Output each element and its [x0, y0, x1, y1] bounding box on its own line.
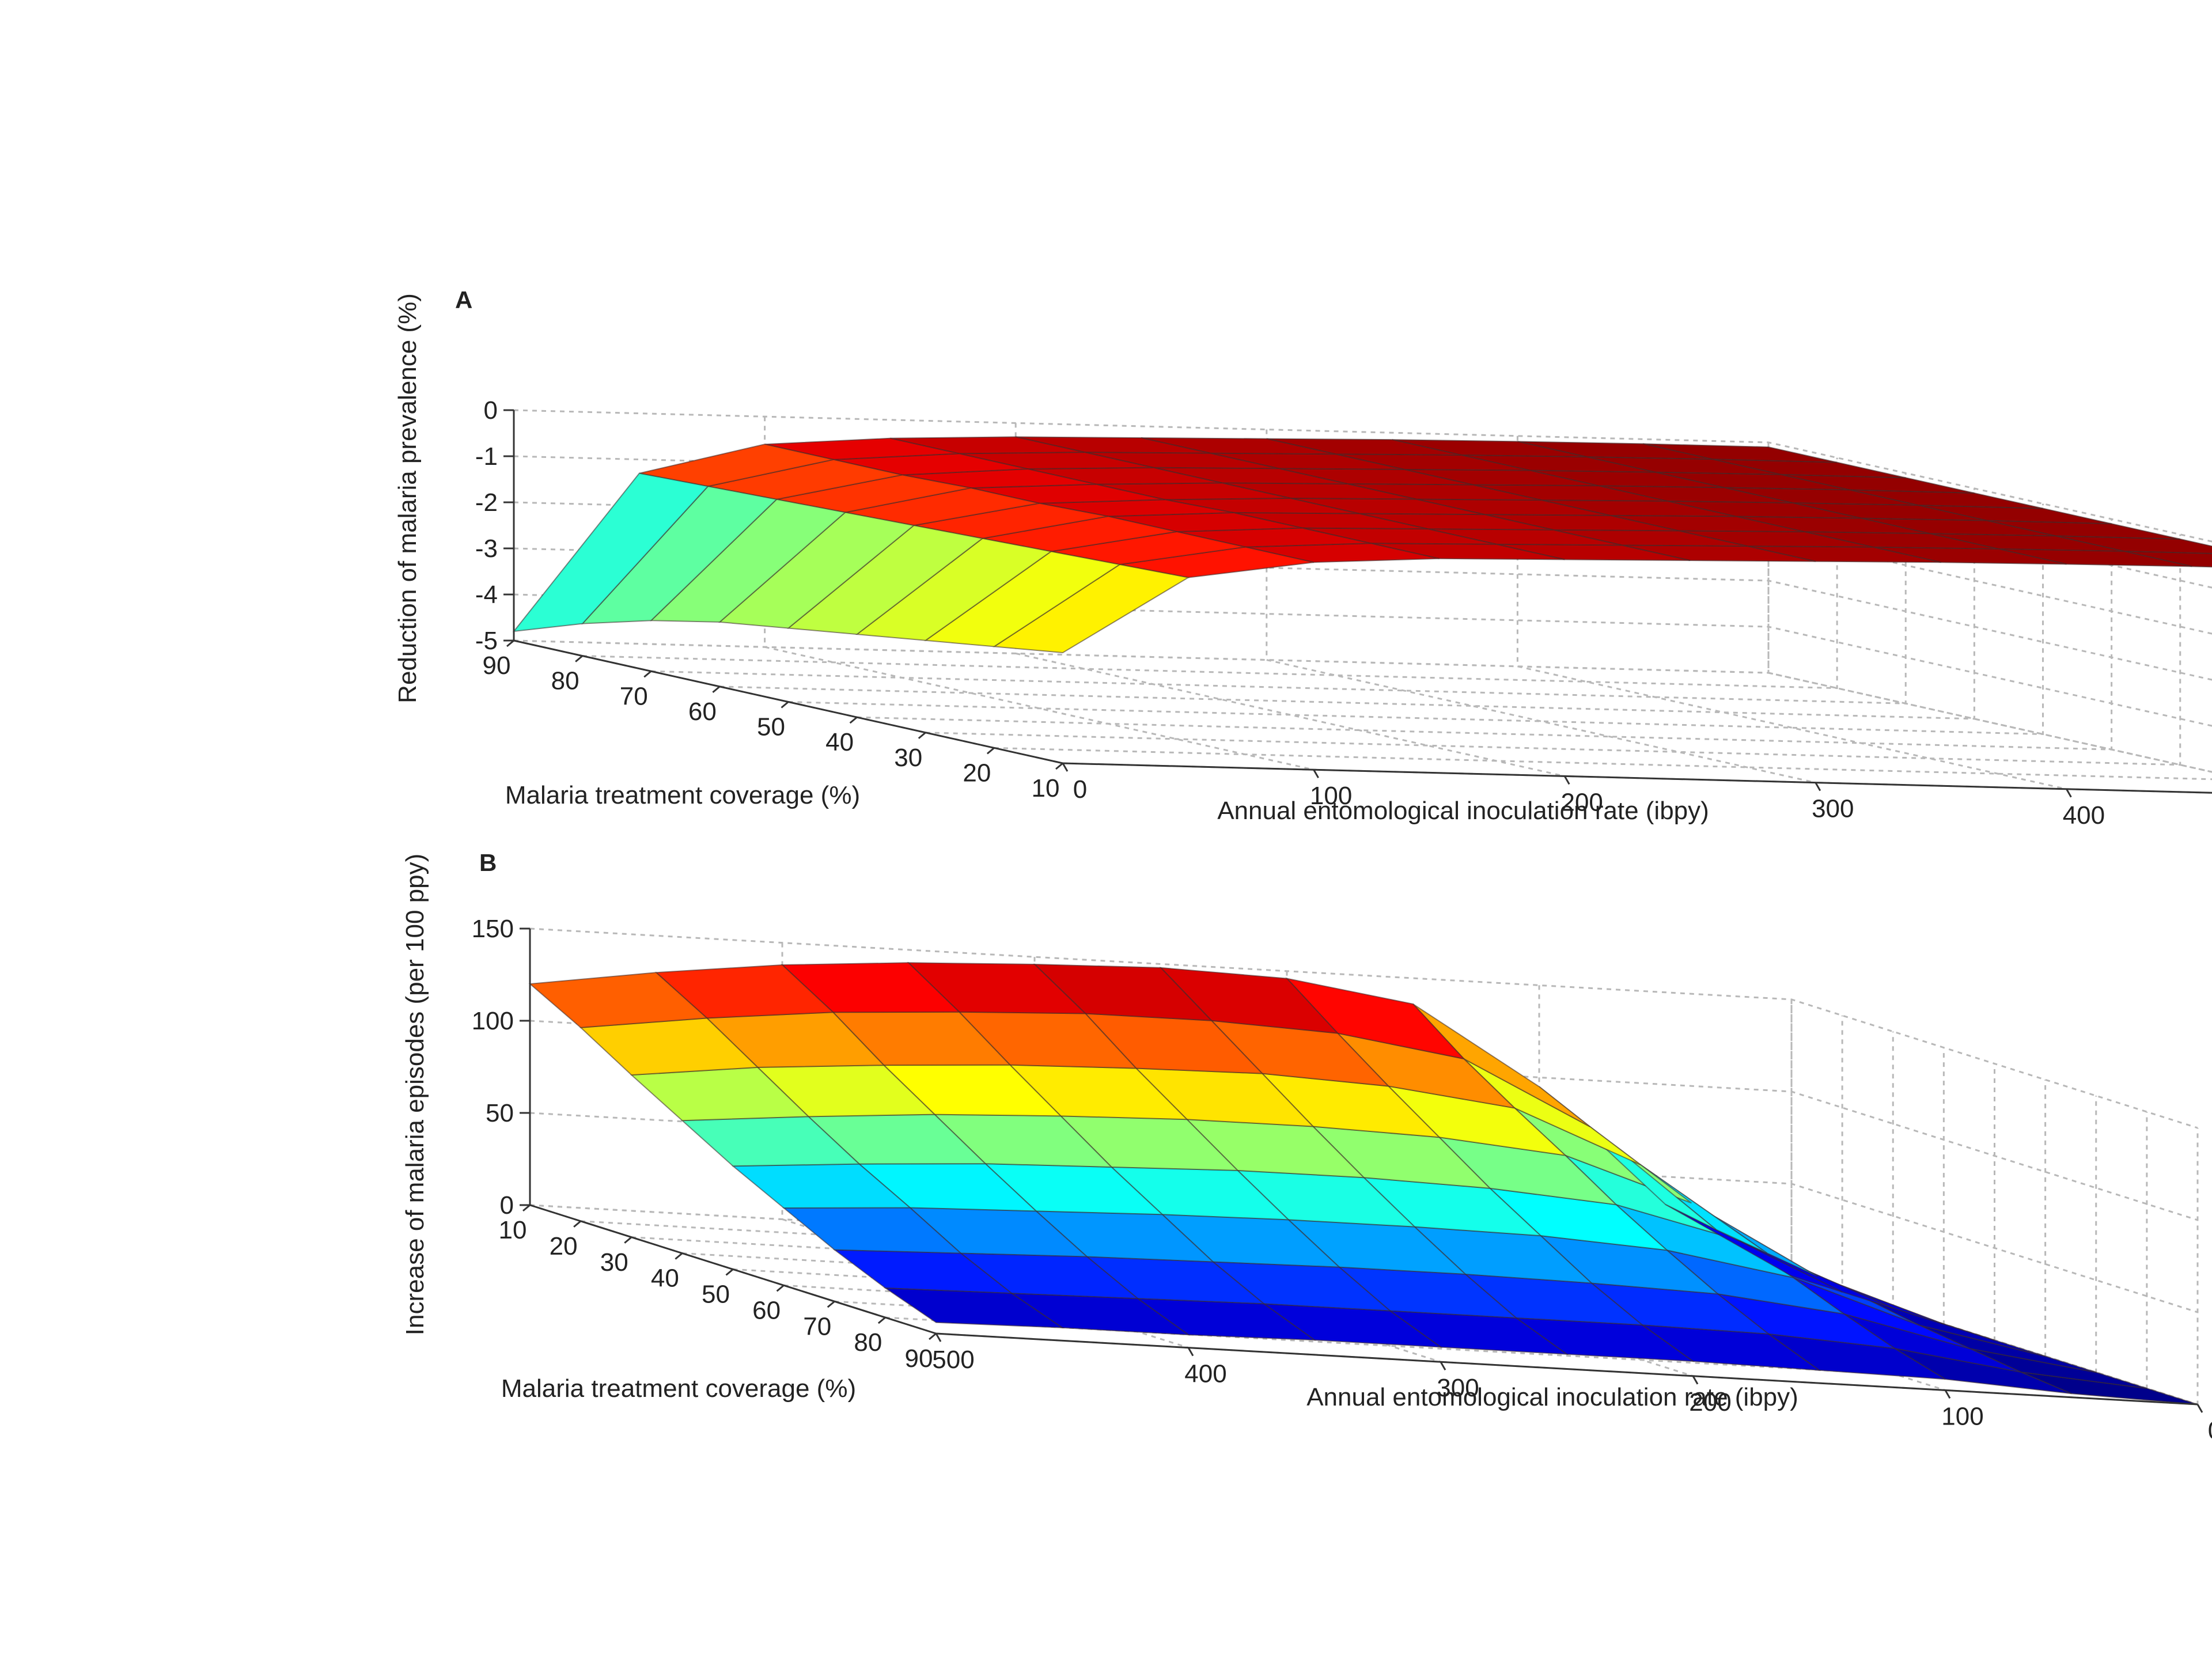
y-tick-mark	[2066, 789, 2072, 798]
z-tick-label: 0	[484, 396, 498, 425]
x-tick-mark	[712, 685, 721, 694]
panel-b-axes: 1020304050607080905004003002001000150100…	[472, 915, 2212, 1445]
x-tick-mark	[776, 1285, 785, 1292]
x-tick-mark	[675, 1252, 683, 1260]
z-tick-label: 100	[472, 1007, 514, 1035]
x-tick-mark	[506, 639, 514, 647]
gridline-z	[513, 639, 2212, 773]
y-tick-label: 500	[932, 1346, 974, 1374]
y-tick-mark	[1440, 1361, 1446, 1370]
panel-a: 90807060504030201001002003004005000-1-2-…	[393, 286, 2212, 830]
y-tick-mark	[1062, 763, 1069, 772]
y-tick-mark	[1563, 775, 1570, 785]
x-tick-mark	[849, 716, 858, 724]
x-tick-label: 40	[825, 728, 854, 756]
y-tick-label: 200	[1689, 1388, 1731, 1416]
z-tick-label: -2	[475, 488, 498, 517]
gridline-u	[788, 503, 2044, 736]
y-axis-line	[935, 1332, 2198, 1406]
x-tick-label: 10	[1032, 774, 1060, 802]
x-tick-mark	[877, 1316, 886, 1324]
panel-b: 1020304050607080905004003002001000150100…	[401, 849, 2212, 1445]
x-tick-label: 70	[620, 682, 648, 710]
panel-b-x-axis-title: Malaria treatment coverage (%)	[501, 1374, 856, 1403]
x-tick-mark	[929, 1332, 937, 1340]
x-tick-mark	[827, 1301, 835, 1308]
gridline-z	[529, 927, 2198, 1129]
x-tick-mark	[643, 671, 652, 678]
x-tick-mark	[781, 701, 789, 709]
x-tick-label: 30	[894, 744, 922, 772]
x-tick-label: 60	[688, 698, 717, 726]
surface-patch	[512, 472, 709, 632]
panel-a-z-axis-title: Reduction of malaria prevalence (%)	[393, 293, 422, 703]
panel-b-letter: B	[479, 849, 497, 876]
surface-patch	[528, 972, 709, 1028]
gridline-u	[994, 747, 2212, 781]
z-tick-label: 50	[486, 1099, 514, 1127]
x-tick-mark	[918, 732, 926, 739]
x-tick-mark	[575, 655, 584, 662]
x-tick-label: 80	[854, 1328, 882, 1357]
gridline-u	[582, 457, 1838, 690]
x-tick-label: 70	[803, 1312, 831, 1340]
x-tick-mark	[986, 747, 995, 755]
x-tick-label: 30	[600, 1248, 628, 1277]
x-tick-mark	[624, 1236, 632, 1244]
y-tick-label: 400	[2063, 801, 2105, 830]
y-tick-mark	[2196, 1404, 2203, 1413]
y-tick-label: 0	[1073, 775, 1087, 804]
x-tick-label: 50	[702, 1281, 730, 1309]
x-tick-label: 80	[551, 667, 579, 695]
x-tick-label: 20	[963, 759, 991, 787]
y-axis-line	[1062, 762, 2212, 794]
y-tick-mark	[1692, 1376, 1699, 1385]
x-tick-mark	[573, 1220, 582, 1228]
x-tick-label: 90	[905, 1344, 933, 1373]
y-tick-mark	[1815, 782, 1821, 791]
y-tick-label: 100	[1941, 1402, 1983, 1430]
gridline-u	[925, 534, 2181, 766]
z-tick-label: -5	[475, 627, 498, 655]
z-tick-label: -1	[475, 442, 498, 471]
x-tick-label: 60	[752, 1296, 781, 1324]
y-tick-mark	[1187, 1347, 1194, 1357]
x-tick-mark	[725, 1268, 734, 1276]
y-tick-label: 100	[1310, 782, 1352, 810]
x-tick-label: 20	[550, 1232, 578, 1260]
y-tick-label: 0	[2208, 1416, 2212, 1445]
x-tick-label: 40	[651, 1264, 679, 1293]
panel-a-letter: A	[455, 286, 472, 313]
panel-b-surface	[528, 962, 2198, 1405]
x-tick-mark	[1055, 762, 1063, 770]
y-tick-mark	[1313, 769, 1319, 778]
z-tick-label: -3	[475, 535, 498, 563]
panel-a-y-axis-title: Annual entomological inoculation rate (i…	[1217, 797, 1709, 825]
y-tick-label: 400	[1184, 1360, 1226, 1388]
gridline-z	[529, 1020, 2198, 1221]
y-tick-label: 200	[1560, 788, 1603, 816]
z-tick-label: 0	[500, 1191, 514, 1219]
panel-a-axes: 90807060504030201001002003004005000-1-2-…	[475, 396, 2212, 830]
panel-a-surface	[512, 436, 2212, 654]
x-tick-label: 50	[757, 713, 785, 741]
panel-b-z-axis-title: Increase of malaria episodes (per 100 pp…	[401, 854, 429, 1335]
z-tick-label: -4	[475, 581, 498, 609]
x-tick-label: 90	[483, 652, 511, 680]
panel-b-y-axis-title: Annual entomological inoculation rate (i…	[1306, 1383, 1798, 1411]
x-tick-label: 10	[499, 1216, 527, 1244]
panel-a-x-axis-title: Malaria treatment coverage (%)	[505, 781, 860, 809]
y-tick-label: 300	[1437, 1374, 1479, 1402]
y-tick-label: 300	[1812, 795, 1854, 823]
gridline-z	[529, 1112, 2198, 1313]
y-tick-mark	[935, 1333, 942, 1342]
y-tick-mark	[1944, 1389, 1951, 1399]
z-tick-label: 150	[472, 915, 514, 943]
gridline-z	[513, 409, 2212, 543]
x-tick-mark	[522, 1204, 531, 1212]
